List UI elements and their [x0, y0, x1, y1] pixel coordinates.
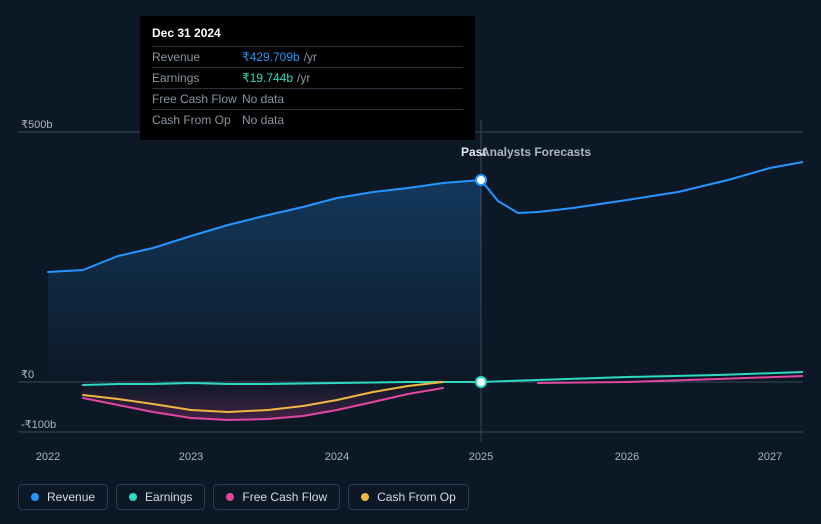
tooltip-row-value: No data	[242, 110, 463, 131]
tooltip-row: Cash From OpNo data	[152, 110, 463, 131]
tooltip-row-value: ₹19.744b/yr	[242, 68, 463, 89]
svg-text:2027: 2027	[758, 451, 782, 463]
tooltip-row-value: No data	[242, 89, 463, 110]
legend-item[interactable]: Free Cash Flow	[213, 484, 340, 510]
legend-item[interactable]: Cash From Op	[348, 484, 469, 510]
svg-text:2022: 2022	[36, 451, 60, 463]
legend-label: Free Cash Flow	[242, 490, 327, 504]
chart-legend: Revenue Earnings Free Cash Flow Cash From O…	[18, 484, 469, 510]
svg-text:-₹100b: -₹100b	[21, 419, 56, 431]
tooltip-title: Dec 31 2024	[152, 26, 463, 40]
chart-tooltip: Dec 31 2024 Revenue₹429.709b/yrEarnings₹…	[140, 16, 475, 140]
svg-text:₹500b: ₹500b	[21, 120, 52, 131]
legend-item[interactable]: Revenue	[18, 484, 108, 510]
tooltip-table: Revenue₹429.709b/yrEarnings₹19.744b/yrFr…	[152, 46, 463, 130]
legend-dot-icon	[226, 493, 234, 501]
svg-text:2023: 2023	[179, 451, 203, 463]
legend-item[interactable]: Earnings	[116, 484, 205, 510]
tooltip-row-label: Earnings	[152, 68, 242, 89]
tooltip-row-label: Free Cash Flow	[152, 89, 242, 110]
financial-chart: ₹500b₹0-₹100bPastAnalysts Forecasts20222…	[18, 120, 803, 445]
legend-dot-icon	[31, 493, 39, 501]
svg-text:₹0: ₹0	[21, 369, 34, 381]
tooltip-row: Free Cash FlowNo data	[152, 89, 463, 110]
tooltip-row: Earnings₹19.744b/yr	[152, 68, 463, 89]
svg-text:Analysts Forecasts: Analysts Forecasts	[481, 145, 591, 159]
svg-text:2026: 2026	[615, 451, 639, 463]
chart-svg: ₹500b₹0-₹100bPastAnalysts Forecasts20222…	[18, 120, 803, 470]
tooltip-row: Revenue₹429.709b/yr	[152, 47, 463, 68]
tooltip-row-label: Cash From Op	[152, 110, 242, 131]
svg-text:2025: 2025	[469, 451, 493, 463]
legend-dot-icon	[361, 493, 369, 501]
legend-label: Earnings	[145, 490, 192, 504]
tooltip-row-label: Revenue	[152, 47, 242, 68]
legend-label: Revenue	[47, 490, 95, 504]
tooltip-row-value: ₹429.709b/yr	[242, 47, 463, 68]
legend-dot-icon	[129, 493, 137, 501]
legend-label: Cash From Op	[377, 490, 456, 504]
svg-text:2024: 2024	[325, 451, 349, 463]
